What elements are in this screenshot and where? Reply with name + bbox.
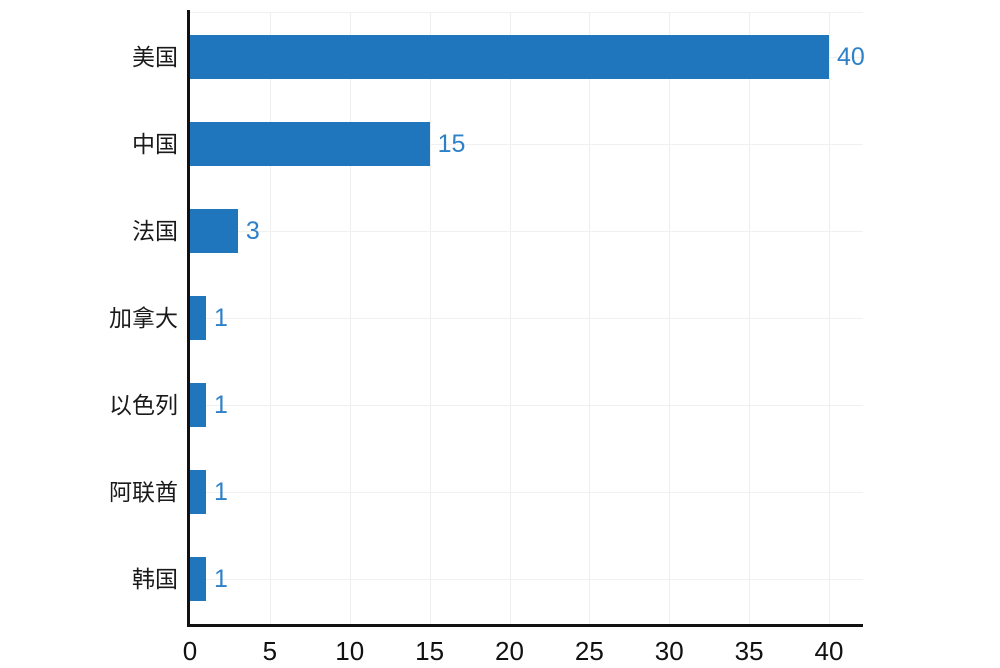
category-label: 以色列: [109, 392, 178, 418]
x-tick-label: 15: [415, 636, 445, 666]
category-label: 韩国: [132, 566, 178, 592]
plot-top-gridline: [190, 12, 863, 13]
x-tick-label: 40: [814, 636, 844, 666]
x-tick-label: 20: [495, 636, 524, 666]
bar-value-label: 40: [837, 43, 865, 71]
x-tick-label: 0: [182, 636, 198, 666]
bar-value-label: 3: [245, 217, 260, 245]
bar: [190, 296, 206, 340]
category-label: 美国: [132, 44, 178, 70]
bar: [190, 470, 206, 514]
bar-value-label: 1: [213, 565, 228, 593]
horizontal-gridline: [190, 405, 863, 406]
x-tick-label: 35: [734, 636, 764, 666]
bar: [190, 383, 206, 427]
category-label: 加拿大: [109, 305, 178, 331]
bar-value-label: 1: [213, 304, 228, 332]
bar-value-label: 1: [213, 391, 228, 419]
x-tick-label: 25: [574, 636, 604, 666]
horizontal-gridline: [190, 318, 863, 319]
horizontal-gridline: [190, 144, 863, 145]
bar: [190, 557, 206, 601]
category-label: 阿联酋: [109, 479, 178, 505]
x-tick-label: 5: [262, 636, 278, 666]
x-axis-line: [187, 624, 863, 627]
bar: [190, 35, 829, 79]
y-axis-line: [187, 10, 190, 627]
bar-value-label: 15: [437, 130, 466, 158]
bar-value-label: 1: [213, 478, 228, 506]
horizontal-gridline: [190, 231, 863, 232]
x-tick-label: 30: [654, 636, 684, 666]
x-tick-label: 10: [335, 636, 365, 666]
category-label: 法国: [132, 218, 178, 244]
horizontal-gridline: [190, 579, 863, 580]
bar: [190, 209, 238, 253]
bar: [190, 122, 430, 166]
category-label: 中国: [132, 131, 178, 157]
horizontal-gridline: [190, 492, 863, 493]
